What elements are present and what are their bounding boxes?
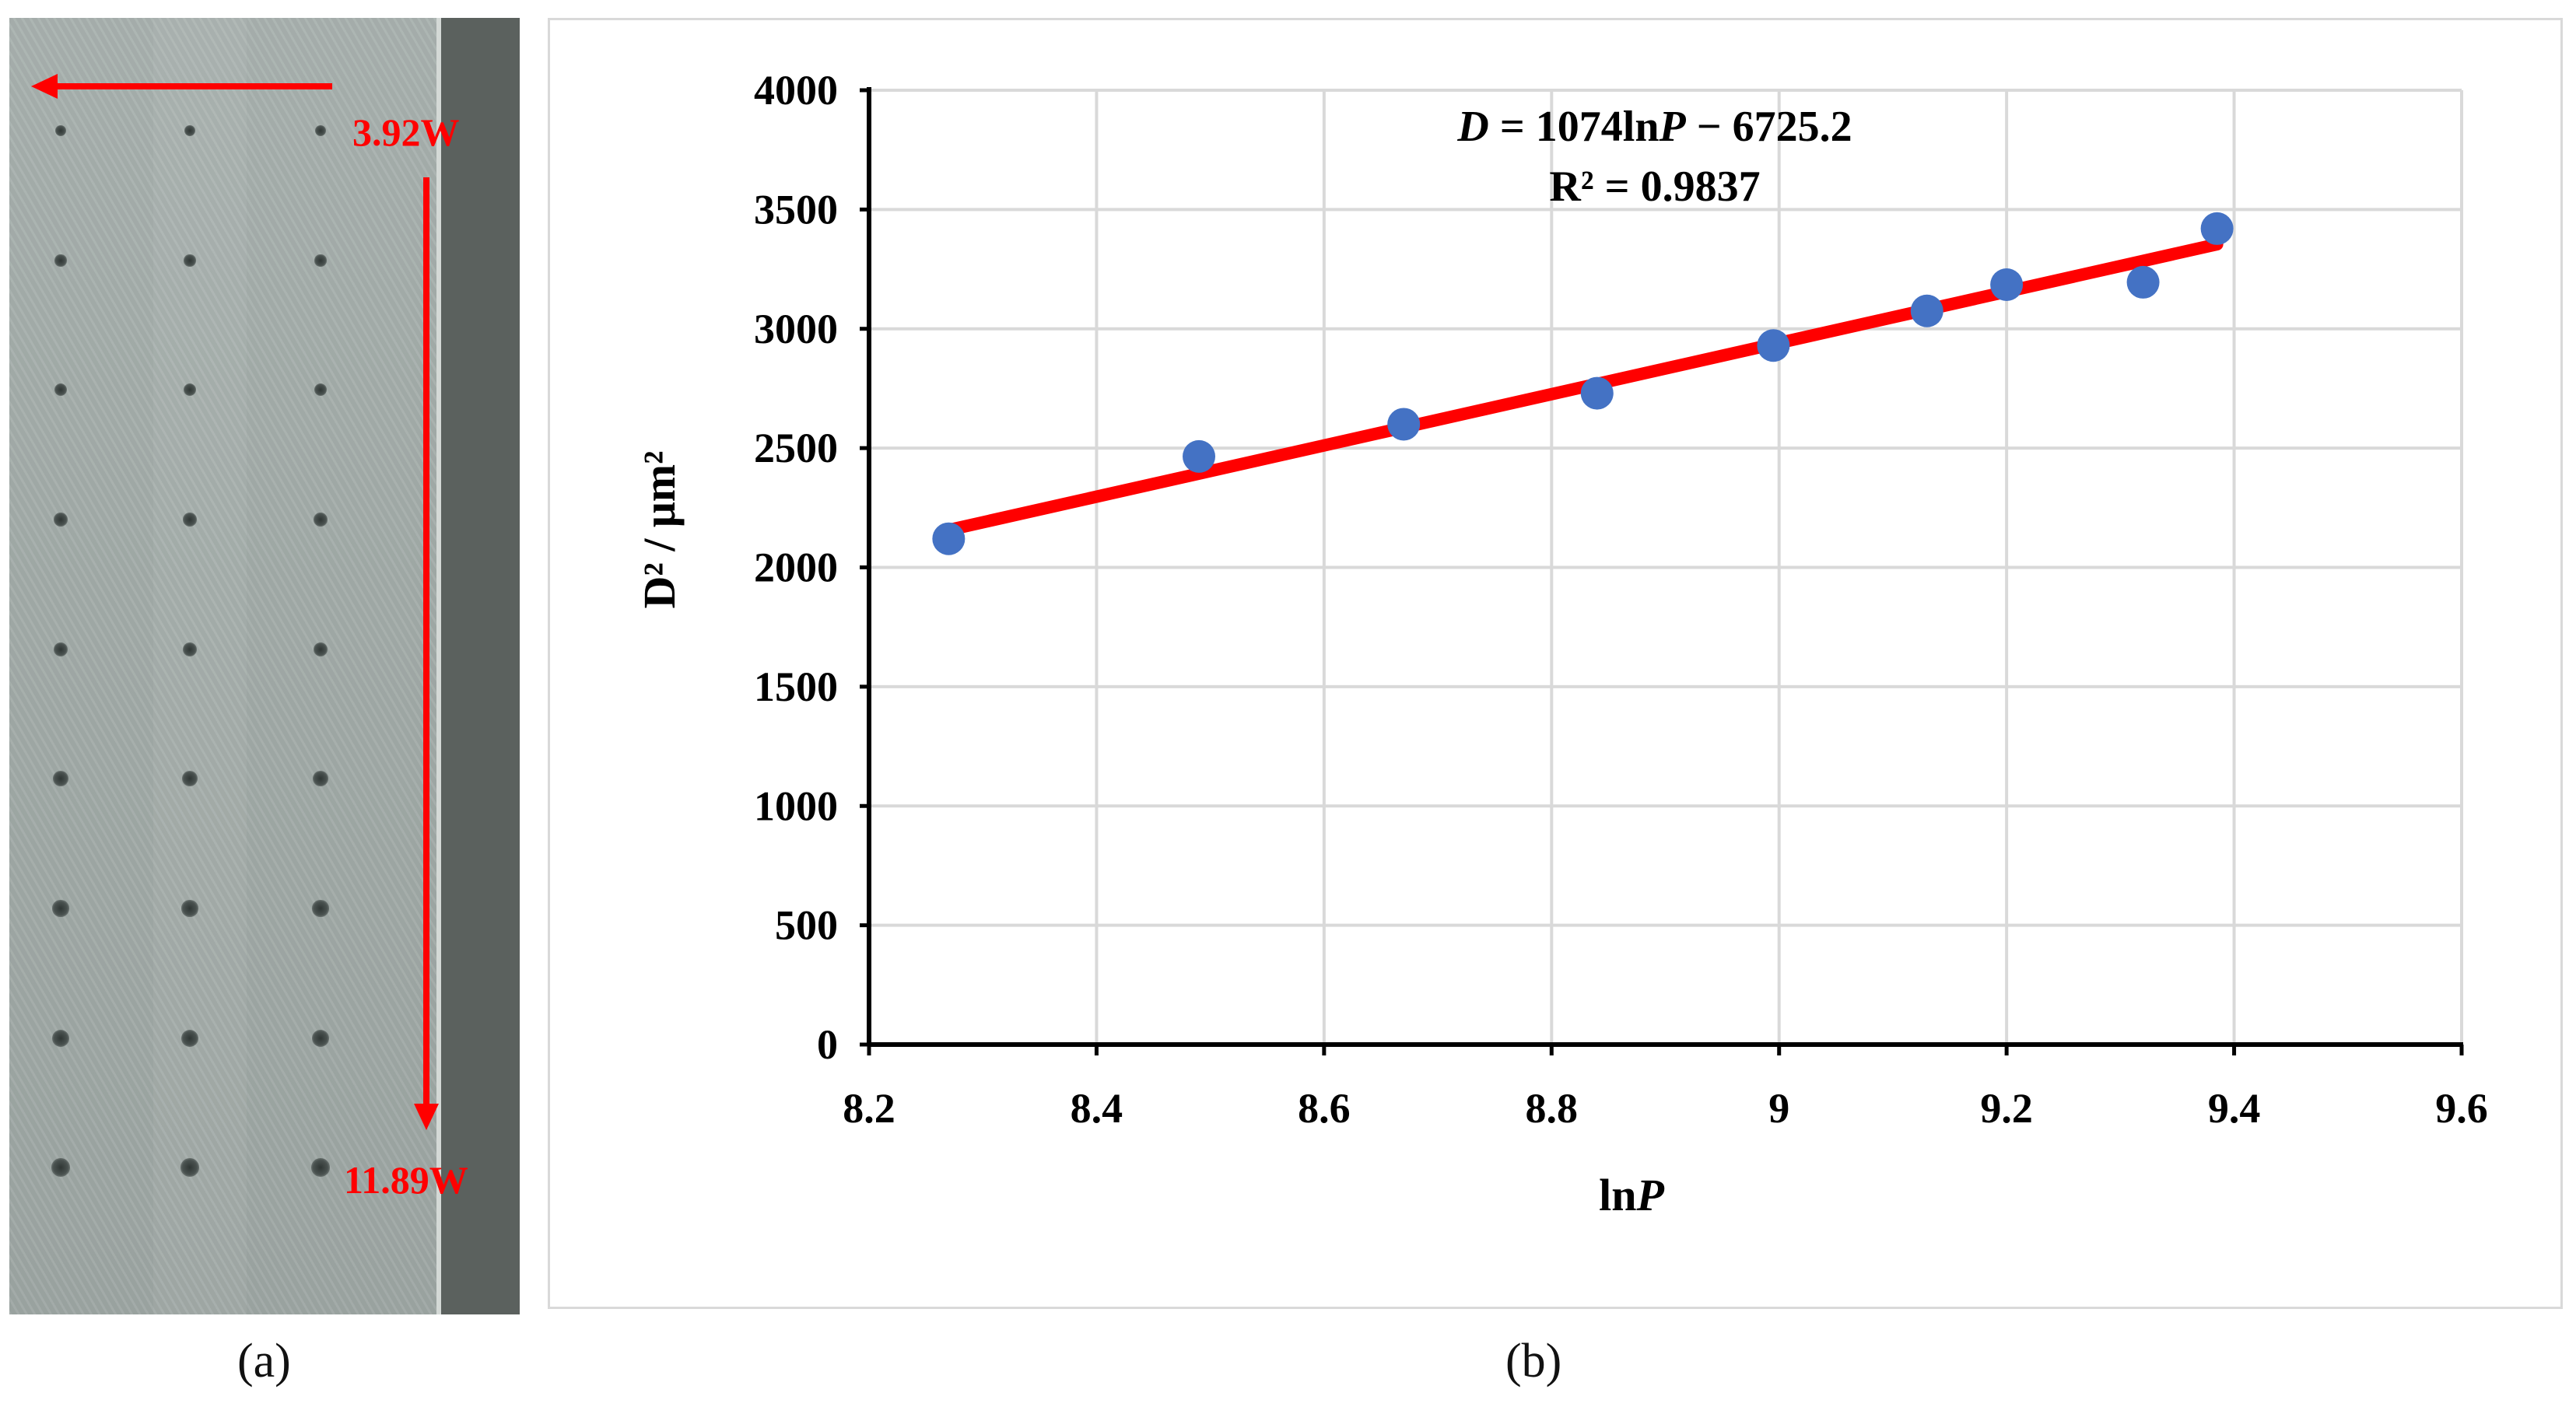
indent-dot	[55, 125, 66, 136]
indent-dot	[313, 771, 328, 786]
data-point	[1580, 376, 1614, 410]
x-tick-label: 8.6	[1298, 1085, 1351, 1132]
indent-dot	[53, 771, 68, 786]
indent-dot	[54, 383, 68, 397]
specimen-edge	[441, 18, 520, 1314]
indent-dot	[180, 1158, 199, 1177]
indent-dot	[184, 125, 195, 136]
indent-dot	[53, 642, 68, 657]
x-tick-label: 9.4	[2208, 1085, 2261, 1132]
direction-arrows	[31, 74, 439, 1130]
chart-panel: 0 500 1000 1500 2000 2500 3000 3500 4000 8.2 8.4 8.…	[548, 18, 2563, 1309]
data-point	[2200, 212, 2234, 245]
x-axis-title-var: P	[1635, 1170, 1664, 1220]
specimen-edge-rim	[436, 18, 443, 1314]
y-tick-label: 3000	[754, 306, 838, 352]
indent-dot	[314, 254, 327, 267]
indent-dot	[182, 642, 198, 657]
equation-var: D	[1456, 103, 1488, 151]
surface-texture	[9, 18, 520, 1314]
r-squared-label: R² = 0.9837	[1549, 163, 1760, 211]
panel-b-label: (b)	[1505, 1335, 1562, 1388]
indent-dot	[311, 1029, 330, 1048]
x-tick-label: 9.6	[2435, 1085, 2488, 1132]
y-tick-label: 500	[775, 902, 838, 949]
panel-a-label: (a)	[237, 1335, 291, 1388]
indent-dot	[312, 900, 329, 917]
x-tick-label: 8.8	[1526, 1085, 1579, 1132]
scatter-chart: 0 500 1000 1500 2000 2500 3000 3500 4000 8.2 8.4 8.…	[634, 67, 2488, 1220]
indent-dot	[52, 900, 69, 917]
power-end-label: 11.89W	[344, 1158, 468, 1202]
indent-dot	[180, 1029, 199, 1048]
power-start-label: 3.92W	[352, 110, 460, 154]
equation-p: P	[1658, 103, 1686, 151]
indent-dot	[182, 771, 198, 786]
data-point	[1910, 294, 1943, 327]
y-tick-label: 0	[817, 1021, 838, 1068]
y-tick-label: 1000	[754, 782, 838, 829]
indent-dot	[51, 1158, 70, 1177]
data-point	[1183, 439, 1216, 473]
indent-dot	[314, 513, 328, 527]
x-tick-label: 9	[1768, 1085, 1789, 1132]
equation-rest: = 1074ln	[1489, 103, 1660, 151]
y-tick-label: 4000	[754, 67, 838, 114]
equation-tail: − 6725.2	[1686, 103, 1852, 151]
x-tick-label: 8.2	[843, 1085, 895, 1132]
x-axis-title: lnP	[1599, 1170, 1664, 1220]
indent-dot	[311, 1158, 330, 1177]
micrograph-image: 3.92W 11.89W	[9, 18, 520, 1314]
data-point	[1757, 329, 1790, 362]
x-tick-label: 8.4	[1071, 1085, 1123, 1132]
indent-dot	[54, 254, 67, 267]
indent-dot	[183, 513, 197, 527]
indent-dot	[181, 900, 198, 917]
horizontal-arrowhead	[31, 74, 58, 99]
data-point	[1990, 268, 2024, 302]
x-axis-title-prefix: ln	[1599, 1170, 1636, 1220]
y-tick-label: 1500	[754, 663, 838, 710]
indent-dot	[51, 1029, 70, 1048]
indent-dot	[183, 383, 197, 397]
light-band	[153, 18, 247, 1314]
y-tick-label: 2500	[754, 425, 838, 471]
x-tick-label: 9.2	[1980, 1085, 2033, 1132]
trendline-equation: D = 1074lnP − 6725.2	[1456, 103, 1852, 151]
y-axis-title: D² / μm²	[634, 451, 685, 609]
y-tick-label: 2000	[754, 544, 838, 591]
indent-dot	[184, 254, 196, 267]
indent-dot	[54, 513, 68, 527]
y-tick-label: 3500	[754, 186, 838, 233]
data-point	[932, 522, 966, 555]
data-point	[2126, 265, 2160, 299]
data-point	[1387, 408, 1421, 441]
indent-dot	[315, 125, 326, 136]
vertical-arrowhead	[414, 1104, 439, 1130]
indent-dot	[313, 642, 328, 657]
indent-dot	[314, 383, 328, 397]
